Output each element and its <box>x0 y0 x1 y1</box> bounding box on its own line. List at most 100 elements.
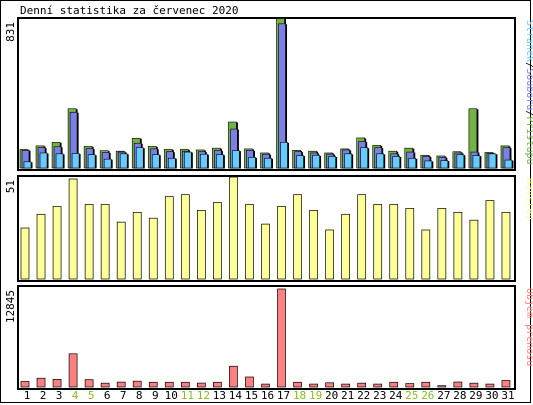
visits-panel-bar-29 <box>469 219 479 280</box>
x-label-day-16: 16 <box>261 389 274 402</box>
visits-panel-bar-17 <box>277 206 286 280</box>
x-axis-labels: 1 2 3 4 5 6 7 8 9 10 11 12 13 14 15 16 17 18 19 20 21 22 23 24 2… <box>24 389 515 402</box>
hits-panel-legend-item-2: Souborů <box>524 68 533 110</box>
x-label-day-5: 5 <box>88 389 95 402</box>
bar-stranek-7 <box>119 153 128 169</box>
bar-stranek-12 <box>200 153 208 169</box>
visits-panel-bar-10 <box>164 196 174 280</box>
volume-panel-bar-3 <box>52 379 62 388</box>
x-label-day-25: 25 <box>405 389 418 402</box>
bar-stranek-10 <box>167 157 176 169</box>
bar-stranek-26 <box>424 160 433 169</box>
bar-stranek-27 <box>440 160 449 169</box>
volume-panel-bar-4 <box>68 353 78 388</box>
visits-panel-bar-28 <box>453 211 463 280</box>
volume-panel-y-tick-label: 12845 <box>4 290 17 323</box>
visits-panel-bar-11 <box>180 194 190 280</box>
bar-stranek-29 <box>472 155 481 169</box>
x-label-day-23: 23 <box>373 389 386 402</box>
hits-panel-y-tick-label: 831 <box>4 22 17 42</box>
bar-stranek-5 <box>87 154 96 169</box>
bar-stranek-14 <box>232 150 240 169</box>
volume-panel-bar-1 <box>20 381 30 388</box>
chart-title: Denní statistika za červenec 2020 <box>20 4 239 17</box>
visits-panel-bar-4 <box>68 178 78 280</box>
bar-stranek-25 <box>408 157 417 169</box>
x-label-day-19: 19 <box>309 389 322 402</box>
visits-panel-bar-31 <box>501 211 511 280</box>
x-label-day-28: 28 <box>453 389 466 402</box>
bar-stranek-24 <box>392 156 401 169</box>
visits-panel-bar-23 <box>373 204 383 280</box>
x-label-day-22: 22 <box>357 389 370 402</box>
chart-bars <box>19 18 514 388</box>
volume-panel-bar-24 <box>389 381 399 388</box>
volume-panel-bar-5 <box>84 379 94 388</box>
x-label-day-7: 7 <box>120 389 127 402</box>
volume-panel-bar-30 <box>485 383 495 388</box>
volume-panel-border <box>17 285 516 390</box>
visits-panel-bar-2 <box>36 213 46 280</box>
hits-panel-border <box>17 17 516 171</box>
visits-panel-bar-22 <box>357 194 367 280</box>
bar-stranek-31 <box>504 159 513 169</box>
x-label-day-1: 1 <box>24 389 31 402</box>
volume-panel-bar-11 <box>180 381 190 388</box>
volume-panel-bar-19 <box>309 383 318 388</box>
volume-panel-bar-16 <box>261 383 270 388</box>
volume-panel-bar-29 <box>469 382 479 388</box>
visits-panel-bar-12 <box>197 210 206 280</box>
visits-panel-y-tick-label: 51 <box>4 180 17 193</box>
chart-panels: 831Stránek/Souborů/Přístupů51Návštěv1284… <box>4 17 533 390</box>
volume-panel-bar-18 <box>293 381 302 388</box>
hits-panel-legend-item-0: Stránek <box>524 20 533 62</box>
visits-panel-legend: Návštěv <box>524 178 533 220</box>
bar-stranek-3 <box>55 153 64 169</box>
visits-panel-bar-9 <box>148 217 158 280</box>
bar-stranek-17 <box>280 142 288 169</box>
visits-panel-border <box>17 175 516 282</box>
x-label-day-9: 9 <box>152 389 159 402</box>
bar-stranek-1 <box>23 161 32 169</box>
x-label-day-21: 21 <box>341 389 354 402</box>
x-label-day-18: 18 <box>293 389 306 402</box>
volume-panel-bar-20 <box>325 382 334 388</box>
volume-panel-bar-15 <box>245 376 254 388</box>
visits-panel-bar-6 <box>100 204 110 280</box>
bar-stranek-4 <box>71 153 80 169</box>
visits-panel-bar-15 <box>245 204 254 280</box>
bar-stranek-16 <box>264 157 272 169</box>
bar-stranek-6 <box>103 158 112 169</box>
x-label-day-10: 10 <box>165 389 178 402</box>
volume-panel-bar-12 <box>197 382 206 388</box>
volume-panel-legend-item-0: Objem přenosu <box>524 288 533 366</box>
visits-panel-bar-14 <box>229 176 238 280</box>
volume-panel-bar-27 <box>437 385 447 388</box>
visits-panel-bar-25 <box>405 208 415 280</box>
bar-stranek-18 <box>296 155 304 169</box>
bar-stranek-2 <box>39 152 48 169</box>
volume-panel-bar-6 <box>100 382 110 388</box>
bar-stranek-9 <box>151 154 160 169</box>
visits-panel-bar-18 <box>293 194 302 280</box>
visits-panel-bar-1 <box>20 227 30 280</box>
visits-panel-bar-13 <box>213 202 222 280</box>
x-label-day-13: 13 <box>213 389 226 402</box>
volume-panel-bar-7 <box>116 381 126 388</box>
hits-panel-legend-item-3: / <box>524 110 533 116</box>
volume-panel-bar-21 <box>341 383 350 388</box>
visits-panel-bar-21 <box>341 213 350 280</box>
bar-stranek-20 <box>328 156 336 169</box>
x-label-day-20: 20 <box>325 389 338 402</box>
volume-panel-bar-23 <box>373 383 383 388</box>
bar-stranek-28 <box>456 154 465 169</box>
visits-panel-bar-7 <box>116 221 126 280</box>
visits-panel-bar-27 <box>437 208 447 280</box>
bar-stranek-8 <box>135 147 144 169</box>
x-label-day-26: 26 <box>421 389 434 402</box>
hits-panel-legend-item-4: Přístupů <box>524 116 533 164</box>
volume-panel-legend: Objem přenosu <box>524 288 533 366</box>
x-label-day-12: 12 <box>197 389 210 402</box>
